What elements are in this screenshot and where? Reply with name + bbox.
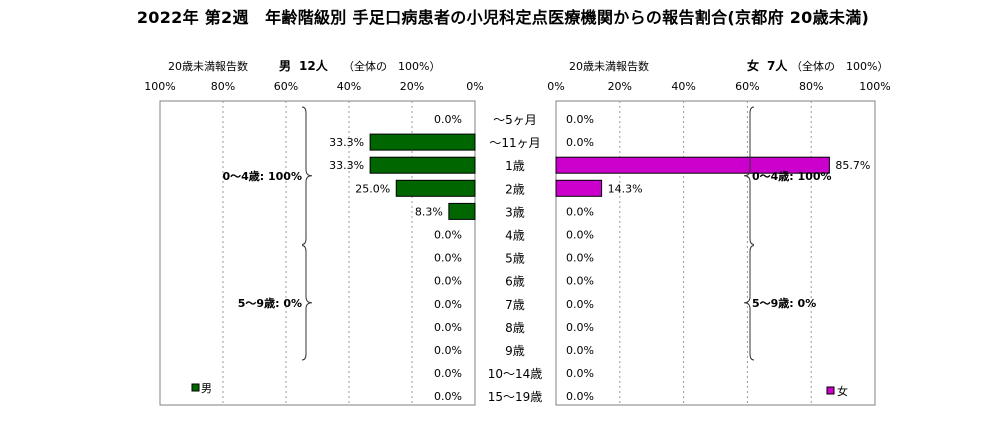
female-x-tick-label: 0% (547, 80, 564, 93)
female-data-label: 0.0% (566, 229, 594, 242)
male-data-label: 0.0% (434, 298, 462, 311)
female-header-sex: 女 (747, 58, 759, 73)
male-bracket (301, 245, 313, 361)
female-x-tick-label: 40% (671, 80, 695, 93)
female-x-tick-label: 100% (859, 80, 890, 93)
male-header-sex: 男 (279, 59, 291, 73)
male-data-label: 0.0% (434, 344, 462, 357)
male-header-count: 12人 (299, 58, 329, 73)
male-x-tick-label: 20% (400, 80, 424, 93)
male-bar (369, 156, 476, 174)
female-data-label: 0.0% (566, 113, 594, 126)
male-data-label: 0.0% (434, 252, 462, 265)
female-header-count: 7人 (767, 58, 788, 73)
male-x-tick-label: 0% (466, 80, 483, 93)
male-data-label: 0.0% (434, 321, 462, 334)
female-data-label: 0.0% (566, 298, 594, 311)
male-data-label: 25.0% (355, 182, 390, 195)
male-data-label: 0.0% (434, 275, 462, 288)
male-data-label: 0.0% (434, 367, 462, 380)
male-data-label: 8.3% (415, 205, 443, 218)
category-label: ～11ヶ月 (489, 136, 540, 150)
female-legend-label: 女 (837, 384, 848, 398)
male-age-group-annotation: 5～9歳: 0% (238, 296, 302, 310)
chart-title: 2022年 第2週 年齢階級別 手足口病患者の小児科定点医療機関からの報告割合(… (136, 8, 870, 27)
female-data-label: 0.0% (566, 367, 594, 380)
category-label: 3歳 (505, 205, 525, 219)
category-label: 1歳 (505, 159, 525, 173)
female-age-group-annotation: 0～4歳: 100% (752, 169, 832, 183)
male-bar (395, 179, 476, 197)
female-bracket (743, 245, 755, 361)
male-bar (448, 202, 476, 220)
male-legend-label: 男 (201, 382, 212, 395)
female-age-group-annotation: 5～9歳: 0% (752, 296, 816, 310)
female-x-tick-label: 20% (608, 80, 632, 93)
male-data-label: 0.0% (434, 390, 462, 403)
female-x-tick-label: 80% (799, 80, 823, 93)
male-data-label: 33.3% (329, 159, 364, 172)
female-data-label: 85.7% (835, 159, 870, 172)
category-label: 8歳 (505, 321, 525, 335)
category-label: 2歳 (505, 182, 525, 196)
category-label: 6歳 (505, 275, 525, 289)
female-header-prefix: 20歳未満報告数 (569, 60, 649, 73)
male-x-tick-label: 100% (144, 80, 175, 93)
female-data-label: 0.0% (566, 136, 594, 149)
female-data-label: 0.0% (566, 344, 594, 357)
female-data-label: 0.0% (566, 252, 594, 265)
female-x-tick-label: 60% (735, 80, 759, 93)
female-bracket (743, 106, 755, 245)
male-legend-swatch (191, 383, 200, 392)
category-label: 10～14歳 (488, 367, 543, 381)
male-x-tick-label: 80% (211, 80, 235, 93)
male-age-group-annotation: 0～4歳: 100% (222, 169, 302, 183)
female-data-label: 0.0% (566, 321, 594, 334)
category-label: 9歳 (505, 344, 525, 358)
category-label: 5歳 (505, 252, 525, 266)
male-data-label: 0.0% (434, 229, 462, 242)
category-label: 15～19歳 (488, 390, 543, 404)
male-x-tick-label: 60% (274, 80, 298, 93)
male-header-prefix: 20歳未満報告数 (168, 60, 248, 73)
male-data-label: 33.3% (329, 136, 364, 149)
male-bar (369, 133, 476, 151)
male-data-label: 0.0% (434, 113, 462, 126)
female-bar (555, 179, 603, 197)
category-label: 4歳 (505, 229, 525, 243)
female-plot-area (555, 100, 876, 406)
male-bracket (301, 106, 313, 245)
male-plot-area (159, 100, 476, 406)
male-header-total: （全体の 100%） (343, 59, 440, 73)
category-label: 7歳 (505, 298, 525, 312)
female-data-label: 0.0% (566, 390, 594, 403)
female-header-total: （全体の 100%） (791, 59, 888, 73)
female-legend-swatch (826, 386, 835, 395)
male-x-tick-label: 40% (337, 80, 361, 93)
female-data-label: 0.0% (566, 275, 594, 288)
female-bar (555, 156, 830, 174)
female-data-label: 14.3% (608, 182, 643, 195)
female-data-label: 0.0% (566, 205, 594, 218)
category-label: ～5ヶ月 (493, 113, 537, 127)
